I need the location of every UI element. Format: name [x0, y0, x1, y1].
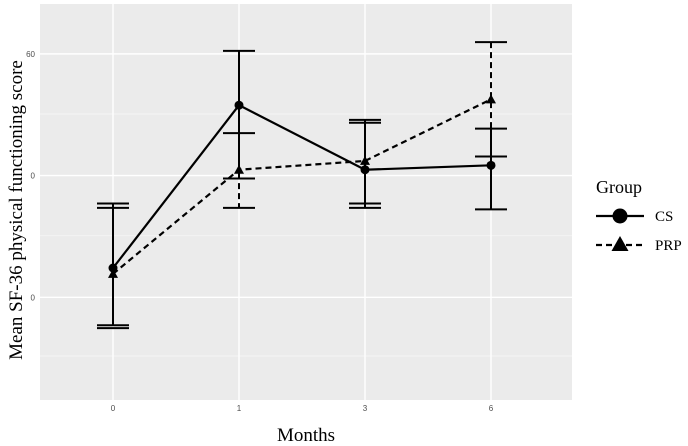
x-tick-label: 3: [363, 404, 368, 413]
x-tick-labels: 0 1 3 6: [111, 404, 494, 413]
plot-panel: [40, 4, 572, 400]
point-prp: [360, 155, 370, 165]
point-prp: [486, 94, 496, 104]
series-layer: [97, 41, 507, 330]
x-axis-title: Months: [277, 425, 335, 446]
x-tick-label: 0: [111, 404, 116, 413]
point-prp: [234, 164, 244, 174]
y-tick-labels: 0 0 60: [26, 50, 35, 302]
x-tick-label: 1: [237, 404, 242, 413]
point-prp: [108, 268, 118, 278]
point-cs: [234, 100, 244, 110]
point-cs: [486, 160, 496, 170]
legend-label-cs: CS: [655, 209, 673, 225]
y-tick-label: 0: [31, 293, 36, 302]
y-axis-title: Mean SF-36 physical functioning score: [6, 60, 27, 360]
legend: Group CS PRP: [596, 177, 682, 254]
series-line-cs: [112, 103, 492, 269]
legend-marker-cs: [612, 208, 628, 224]
x-tick-label: 6: [489, 404, 494, 413]
legend-title: Group: [596, 177, 642, 197]
y-tick-label: 0: [31, 172, 36, 181]
legend-label-prp: PRP: [655, 238, 682, 254]
series-line-prp: [112, 98, 492, 275]
legend-marker-prp: [611, 236, 629, 251]
y-tick-label: 60: [26, 50, 35, 59]
point-cs: [360, 165, 370, 175]
series-prp: [97, 41, 507, 330]
